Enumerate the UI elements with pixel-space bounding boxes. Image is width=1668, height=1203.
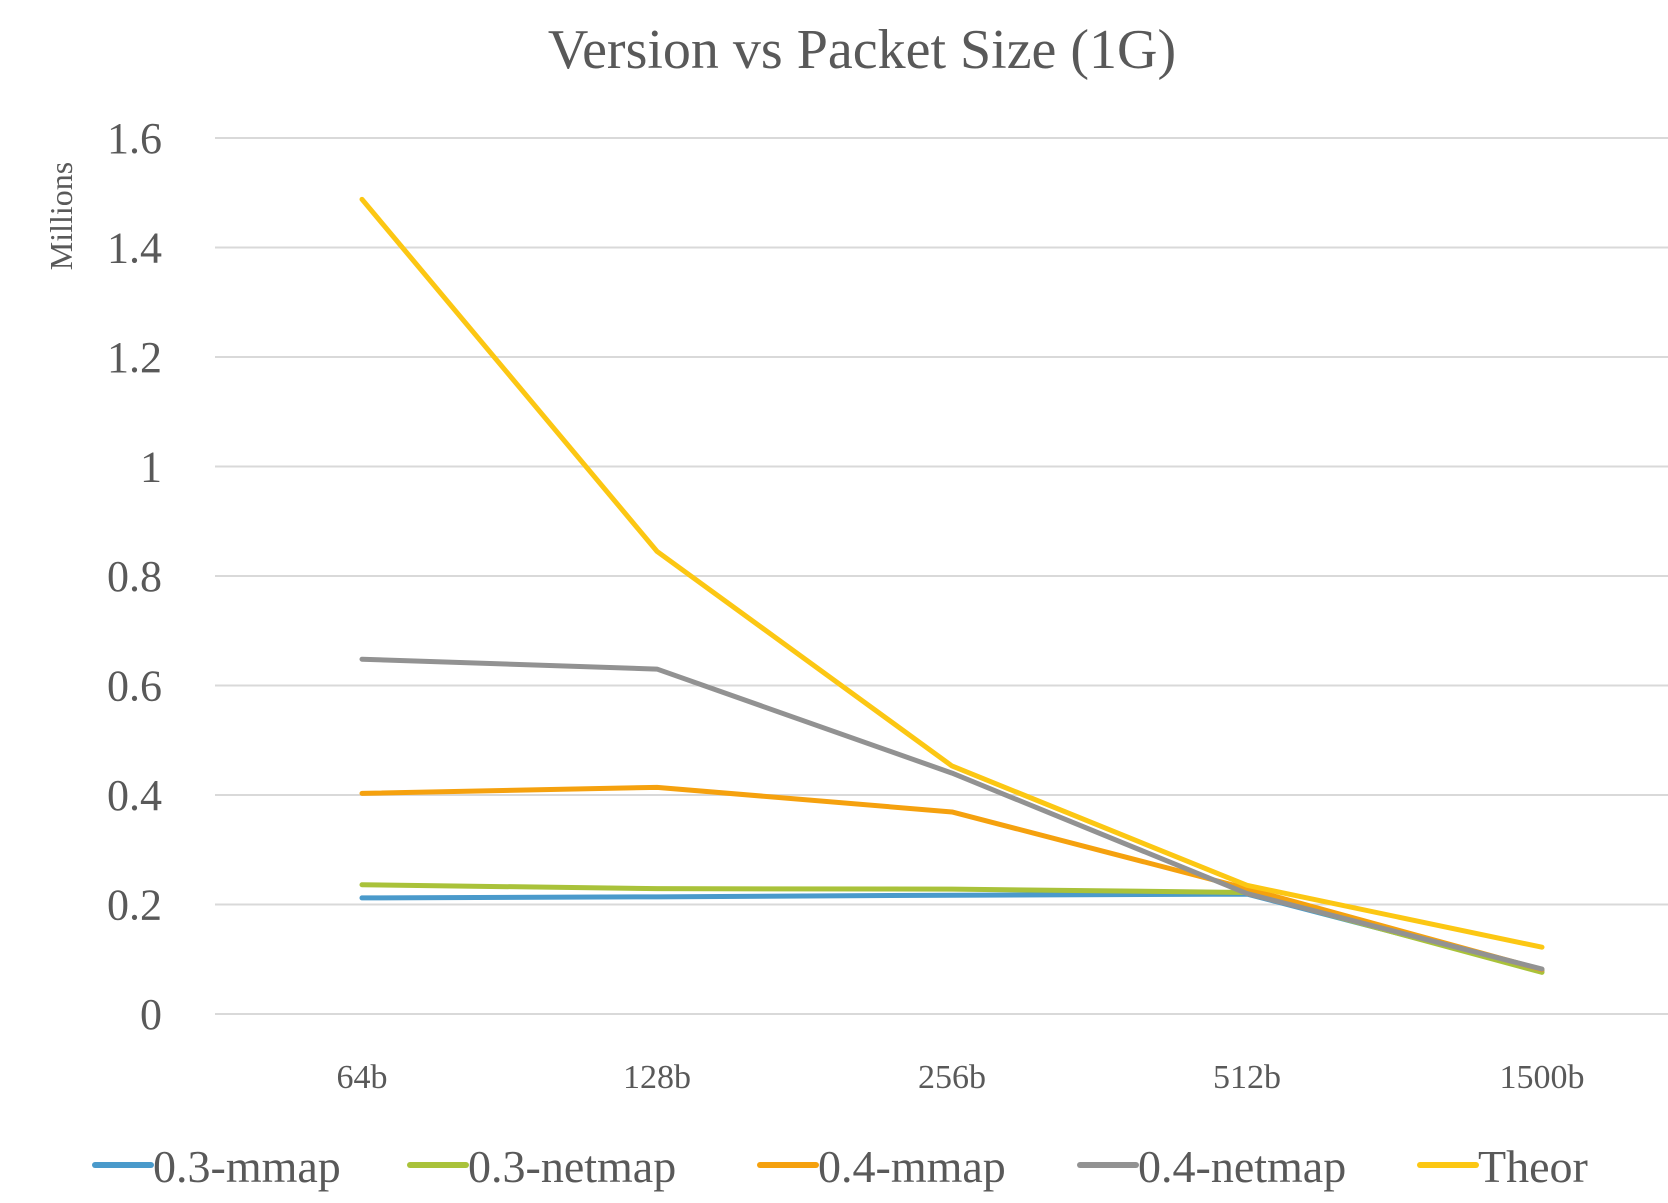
chart-title: Version vs Packet Size (1G) xyxy=(548,19,1176,81)
y-axis-ticks: 0 0.2 0.4 0.6 0.8 1 1.2 1.4 1.6 xyxy=(107,114,162,1039)
x-tick-label: 128b xyxy=(623,1059,691,1096)
y-tick-label: 1 xyxy=(140,443,162,492)
legend-entry: Theor xyxy=(1417,1141,1588,1192)
series-lines xyxy=(359,196,1545,975)
legend-entry: 0.3-mmap xyxy=(92,1141,341,1192)
legend-label: 0.3-mmap xyxy=(153,1141,341,1192)
legend: 0.3-mmap 0.3-netmap 0.4-mmap 0.4-netmap Theo… xyxy=(92,1141,1588,1192)
gridlines xyxy=(215,137,1668,1015)
y-tick-label: 0.4 xyxy=(107,771,162,820)
series-line-0-4-netmap xyxy=(359,656,1545,972)
legend-entry: 0.4-netmap xyxy=(1077,1141,1346,1192)
legend-label: 0.3-netmap xyxy=(468,1141,676,1192)
legend-label: 0.4-netmap xyxy=(1138,1141,1346,1192)
y-tick-label: 1.2 xyxy=(107,333,162,382)
legend-label: Theor xyxy=(1478,1141,1588,1192)
y-tick-label: 1.4 xyxy=(107,224,162,273)
legend-entry: 0.3-netmap xyxy=(407,1141,676,1192)
legend-entry: 0.4-mmap xyxy=(757,1141,1006,1192)
x-tick-label: 512b xyxy=(1213,1059,1281,1096)
legend-label: 0.4-mmap xyxy=(818,1141,1006,1192)
y-tick-label: 0.2 xyxy=(107,881,162,930)
x-tick-label: 1500b xyxy=(1500,1059,1585,1096)
series-line-0-3-mmap xyxy=(359,891,1545,974)
series-line-0-4-mmap xyxy=(359,784,1545,973)
y-tick-label: 0 xyxy=(140,990,162,1039)
x-axis-ticks: 64b 128b 256b 512b 1500b xyxy=(337,1059,1585,1096)
y-tick-label: 0.6 xyxy=(107,662,162,711)
y-tick-label: 0.8 xyxy=(107,552,162,601)
x-tick-label: 64b xyxy=(337,1059,388,1096)
x-tick-label: 256b xyxy=(918,1059,986,1096)
y-tick-label: 1.6 xyxy=(107,114,162,163)
y-axis-label: Millions xyxy=(43,162,79,270)
series-line-theor xyxy=(359,196,1545,950)
